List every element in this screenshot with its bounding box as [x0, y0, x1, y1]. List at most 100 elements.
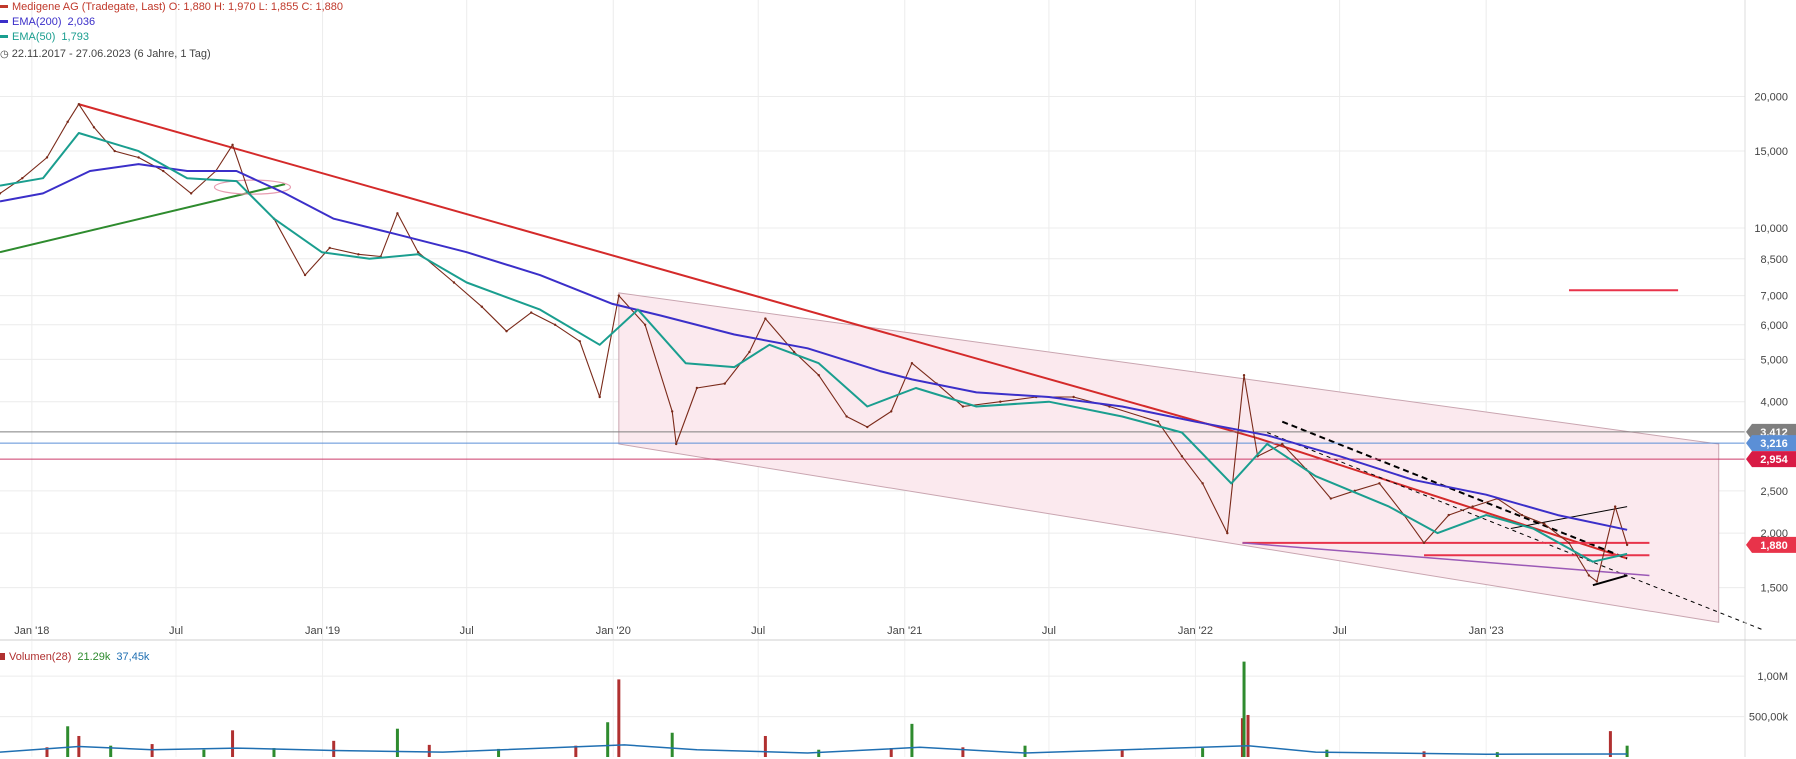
price-badge-label: 1,880 [1760, 540, 1788, 552]
volume-bar [1240, 718, 1244, 757]
data-point [1201, 482, 1204, 485]
price-line [0, 103, 1628, 583]
data-point [910, 362, 914, 365]
volume-panel: 1,00M 500,00k [0, 661, 1789, 757]
data-point [66, 120, 69, 124]
volume-bar [1625, 745, 1629, 757]
volume-bar [395, 728, 399, 757]
price-badge-shape [1746, 435, 1796, 452]
volume-bar [1023, 745, 1027, 757]
data-point [1242, 373, 1246, 377]
y-tick-label: 7,000 [1760, 291, 1788, 303]
data-point [1180, 455, 1184, 458]
price-badge-label: 2,954 [1760, 454, 1788, 466]
legend-ema50-text: EMA(50) [12, 31, 56, 43]
volume-bar [1246, 714, 1250, 757]
x-tick-label: Jan '22 [1178, 625, 1213, 637]
volume-bar [332, 740, 336, 757]
price-badge-shape [1746, 536, 1796, 553]
data-point [505, 330, 508, 333]
trendline [1266, 432, 1764, 631]
volume-bar [961, 747, 965, 757]
data-point [598, 395, 601, 399]
data-point [1281, 442, 1284, 446]
data-point [1520, 513, 1524, 517]
volume-tick-label: 500,00k [1749, 712, 1789, 724]
volume-bar [1325, 749, 1329, 757]
volume-bar [1242, 661, 1246, 757]
y-tick-label: 15,000 [1754, 146, 1788, 158]
x-tick-label: Jan '23 [1469, 625, 1504, 637]
volume-bar [231, 730, 235, 757]
x-tick-label: Jul [169, 625, 183, 637]
volume-bar [1120, 750, 1124, 757]
y-tick-label: 8,500 [1760, 254, 1788, 266]
volume-bar [427, 744, 431, 757]
data-point [1422, 541, 1426, 545]
data-point [961, 405, 965, 408]
y-tick-label: 1,500 [1760, 583, 1788, 595]
data-point [617, 294, 621, 297]
trendline [1281, 420, 1628, 560]
data-point [113, 149, 116, 153]
data-point [137, 156, 140, 159]
volume-bar [617, 679, 621, 757]
price-badge: 1,880 [1746, 536, 1796, 553]
data-point [162, 169, 165, 173]
volume-bar [109, 745, 113, 757]
y-tick-label: 2,500 [1760, 486, 1788, 498]
volume-bar [202, 749, 206, 757]
price-badge-shape [1746, 451, 1796, 468]
volume-bar [497, 748, 501, 757]
volume-tick-label: 1,00M [1757, 671, 1788, 683]
legend-range-text: 22.11.2017 - 27.06.2023 (6 Jahre, 1 Tag) [11, 48, 211, 60]
clock-icon: ◷ [0, 49, 9, 60]
y-tick-label: 20,000 [1754, 92, 1788, 104]
volume-bar [670, 732, 674, 757]
data-point [357, 253, 360, 256]
y-tick-label: 4,000 [1760, 397, 1788, 409]
legend-ema50: EMA(50) 1,793 [0, 31, 89, 43]
data-point [480, 305, 484, 308]
data-point [1613, 505, 1617, 508]
highlight-ellipse [213, 179, 292, 195]
data-point [1329, 497, 1333, 500]
trendline [1592, 574, 1628, 587]
volume-bar [1608, 731, 1612, 757]
data-point [231, 143, 234, 147]
data-point [553, 323, 557, 327]
data-point [1072, 395, 1075, 399]
data-point [670, 410, 674, 413]
y-tick-label: 6,000 [1760, 320, 1788, 332]
volume-bar [889, 748, 893, 757]
x-tick-label: Jul [751, 625, 765, 637]
legend-volume-value1: 21.29k [77, 651, 111, 663]
trendline [78, 103, 1258, 440]
data-point [866, 425, 869, 429]
x-tick-label: Jul [460, 625, 474, 637]
legend-volume-text: Volumen(28) [9, 651, 72, 663]
data-point [45, 156, 49, 159]
data-point [1595, 580, 1599, 583]
legend-ema200-text: EMA(200) [12, 16, 62, 28]
data-point [1226, 531, 1229, 535]
data-point [303, 273, 307, 277]
data-point [1587, 574, 1591, 577]
volume-average-line [0, 744, 1628, 755]
x-tick-label: Jan '21 [887, 625, 922, 637]
data-point [695, 386, 699, 390]
volume-bar [272, 748, 276, 757]
ema50-swatch [0, 34, 8, 38]
data-point [396, 212, 399, 215]
trendline [1257, 437, 1628, 560]
legend-volume: Volumen(28) 21.29k 37,45k [0, 651, 149, 663]
price-badge-label: 3,216 [1760, 438, 1788, 450]
legend-ema200-value: 2,036 [67, 16, 96, 28]
x-tick-label: Jul [1333, 625, 1347, 637]
data-point [530, 311, 533, 314]
data-point [845, 415, 848, 418]
volume-bar [817, 749, 821, 757]
volume-bar [1201, 748, 1205, 757]
